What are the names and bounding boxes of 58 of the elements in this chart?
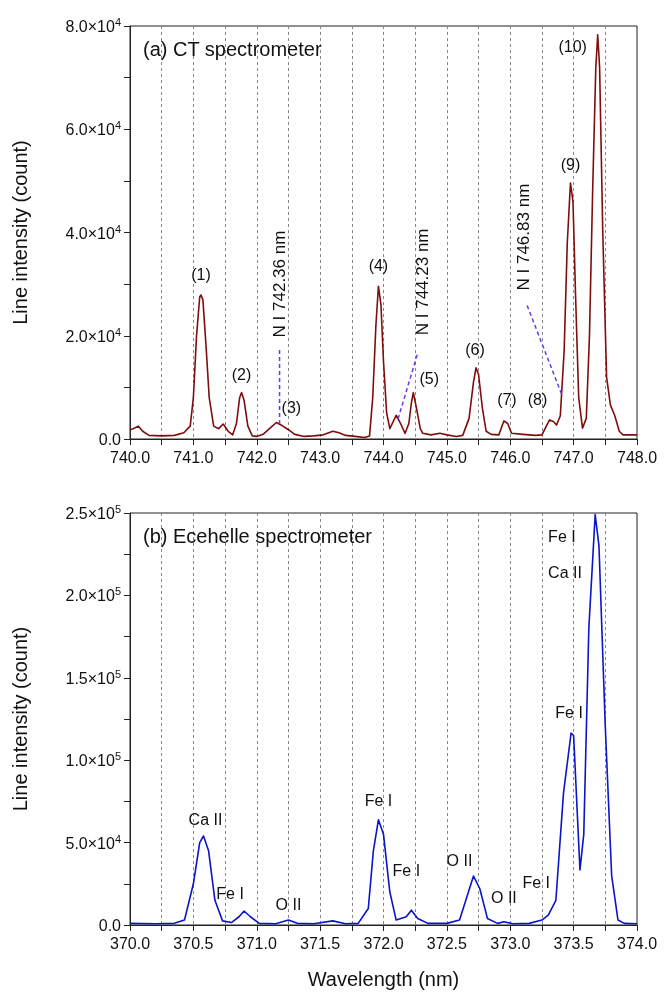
annotation: (2) bbox=[231, 366, 252, 384]
x-tick-label: 371.5 bbox=[300, 934, 341, 952]
annotation: Fe I bbox=[522, 873, 551, 891]
x-tick-label: 372.5 bbox=[426, 934, 467, 952]
annotation: Ca II bbox=[188, 810, 223, 828]
annotation: (4) bbox=[368, 256, 389, 274]
y-axis-title: Line intensity (count) bbox=[9, 140, 31, 325]
y-tick-label: 4.0×10$^{4}$ bbox=[65, 222, 121, 242]
annotation: N I 742.36 nm bbox=[270, 230, 290, 338]
annotation: O II bbox=[491, 889, 517, 907]
x-tick-label: 370.5 bbox=[173, 934, 214, 952]
y-tick-label: 8.0×10$^{4}$ bbox=[65, 16, 121, 35]
annotation: (1) bbox=[191, 266, 211, 284]
y-tick-label: 0.0 bbox=[98, 917, 122, 934]
annotation: (5) bbox=[419, 370, 440, 388]
x-tick-label: 371.0 bbox=[236, 934, 277, 952]
x-tick-label: 745.0 bbox=[426, 448, 467, 466]
x-tick-label: 742.0 bbox=[236, 448, 277, 466]
x-tick-label: 740.0 bbox=[109, 448, 151, 466]
y-tick-label: 0.0 bbox=[98, 431, 122, 448]
annotation: Fe I bbox=[392, 861, 421, 879]
y-tick-label: 6.0×10$^{4}$ bbox=[65, 119, 121, 139]
x-tick-label: 741.0 bbox=[173, 448, 214, 466]
annotation: Fe I bbox=[555, 703, 583, 721]
x-tick-label: 372.0 bbox=[363, 934, 404, 952]
x-tick-label: 374.0 bbox=[616, 934, 658, 952]
x-tick-label: 370.0 bbox=[109, 934, 151, 952]
x-tick-label: 747.0 bbox=[553, 448, 594, 466]
x-tick-label: 748.0 bbox=[616, 448, 658, 466]
y-tick-label: 5.0×10$^{4}$ bbox=[65, 832, 121, 852]
x-axis-title: Wavelength (nm) bbox=[307, 968, 460, 990]
y-tick-label: 2.0×10$^{4}$ bbox=[65, 325, 121, 345]
annotation: N I 744.23 nm bbox=[412, 228, 432, 336]
annotation: N I 746.83 nm bbox=[514, 183, 534, 291]
annotation: Fe I bbox=[216, 885, 244, 903]
annotation: O II bbox=[446, 851, 473, 869]
x-tick-label: 744.0 bbox=[363, 448, 404, 466]
x-tick-label: 746.0 bbox=[490, 448, 531, 466]
annotation: (9) bbox=[560, 156, 581, 174]
x-tick-label: 743.0 bbox=[300, 448, 341, 466]
x-tick-label: 373.0 bbox=[490, 934, 531, 952]
annotation: Fe I bbox=[548, 527, 576, 545]
annotation: (10) bbox=[558, 38, 587, 56]
text: (b) Ecehelle spectrometer bbox=[143, 525, 373, 547]
annotation: O II bbox=[275, 895, 302, 913]
annotation: Ca II bbox=[548, 563, 582, 581]
annotation: (3) bbox=[281, 398, 302, 416]
x-tick-label: 373.5 bbox=[553, 934, 594, 952]
y-axis-title: Line intensity (count) bbox=[9, 626, 31, 812]
y-tick-label: 1.0×10$^{5}$ bbox=[65, 750, 121, 770]
annotation: (7) bbox=[497, 391, 517, 409]
y-tick-label: 2.5×10$^{5}$ bbox=[65, 503, 121, 522]
y-tick-label: 2.0×10$^{5}$ bbox=[65, 585, 121, 605]
text: (a) CT spectrometer bbox=[143, 38, 322, 60]
y-tick-label: 1.5×10$^{5}$ bbox=[65, 667, 121, 687]
annotation: (6) bbox=[465, 341, 485, 359]
annotation: Fe I bbox=[364, 792, 393, 810]
annotation: (8) bbox=[527, 391, 548, 409]
